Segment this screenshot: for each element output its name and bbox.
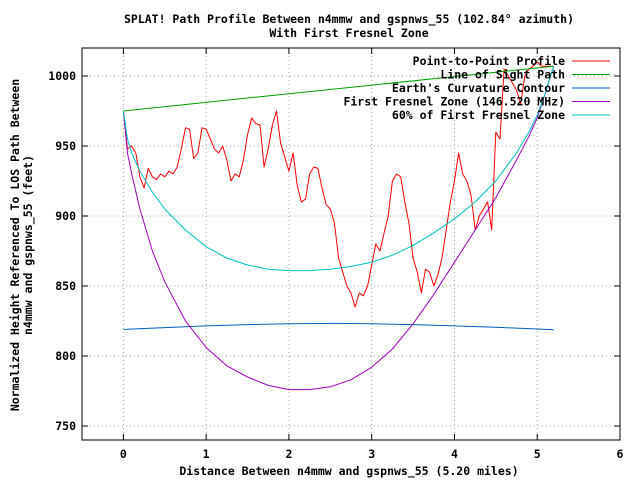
- x-tick-label: 5: [534, 447, 541, 461]
- y-axis-label: Normalized Height Referenced To LOS Path…: [8, 79, 36, 411]
- x-tick-label: 2: [285, 447, 292, 461]
- chart-title: SPLAT! Path Profile Between n4mmw and gs…: [124, 12, 574, 27]
- y-tick-label: 900: [55, 209, 76, 223]
- legend-label: First Fresnel Zone (146.520 MHz): [343, 95, 565, 109]
- ticks: 0 1 2 3 4 5 6 750 800 850 900 950 1000: [48, 48, 624, 461]
- y-axis-label-line-2: n4mmw and gspnws_55 (feet): [21, 155, 36, 335]
- y-tick-label: 1000: [48, 69, 76, 83]
- y-tick-label: 850: [55, 279, 76, 293]
- y-tick-label: 800: [55, 349, 76, 363]
- series-line-point-to-point-profile: [122, 61, 554, 308]
- chart-subtitle: With First Fresnel Zone: [269, 26, 428, 40]
- legend-label: Point-to-Point Profile: [413, 54, 565, 68]
- y-tick-label: 750: [55, 419, 76, 433]
- x-tick-label: 0: [120, 447, 127, 461]
- series-line-earth-s-curvature-contour: [123, 322, 554, 331]
- legend-label: 60% of First Fresnel Zone: [392, 108, 565, 122]
- x-tick-label: 4: [451, 447, 458, 461]
- x-tick-label: 3: [368, 447, 375, 461]
- legend-label: Line of Sight Path: [440, 68, 565, 82]
- series-line-line-of-sight-path: [123, 65, 554, 112]
- x-tick-label: 6: [617, 447, 624, 461]
- grid: [82, 48, 620, 440]
- series-line-60-of-first-fresnel-zone: [122, 66, 555, 272]
- plot-frame: [81, 47, 621, 441]
- y-axis-label-line-1: Normalized Height Referenced To LOS Path…: [8, 79, 22, 411]
- legend-label: Earth's Curvature Contour: [392, 81, 565, 95]
- series-group: [122, 61, 555, 391]
- x-axis-label: Distance Between n4mmw and gspnws_55 (5.…: [179, 464, 518, 479]
- series-line-first-fresnel-zone-146-520-mhz: [122, 66, 555, 391]
- y-tick-label: 950: [55, 139, 76, 153]
- x-tick-label: 1: [203, 447, 210, 461]
